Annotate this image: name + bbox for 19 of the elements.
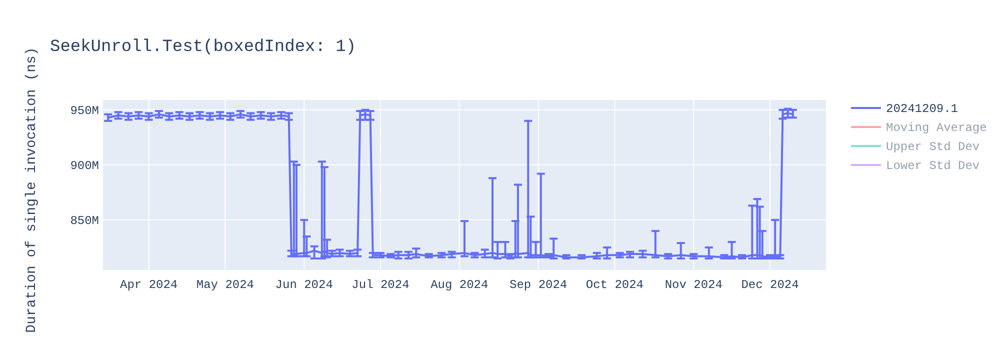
x-tick-label: Jun 2024 bbox=[275, 278, 333, 292]
legend-label: 20241209.1 bbox=[886, 102, 958, 116]
chart-title: SeekUnroll.Test(boxedIndex: 1) bbox=[50, 38, 356, 57]
x-tick-label: Nov 2024 bbox=[664, 278, 722, 292]
x-tick-label: Oct 2024 bbox=[586, 278, 644, 292]
x-tick-label: Sep 2024 bbox=[510, 278, 568, 292]
legend-label: Lower Std Dev bbox=[886, 159, 980, 173]
line-series bbox=[107, 112, 794, 260]
y-tick-label: 850M bbox=[70, 214, 99, 228]
x-tick-label: Dec 2024 bbox=[741, 278, 799, 292]
legend-label: Moving Average bbox=[886, 121, 987, 135]
x-tick-label: Jul 2024 bbox=[352, 278, 410, 292]
x-tick-label: Aug 2024 bbox=[430, 278, 488, 292]
x-tick-label: May 2024 bbox=[196, 278, 254, 292]
y-axis-title: Duration of single invocation (ns) bbox=[24, 47, 40, 333]
y-tick-label: 950M bbox=[70, 104, 99, 118]
y-tick-label: 900M bbox=[70, 158, 99, 173]
legend-label: Upper Std Dev bbox=[886, 140, 980, 154]
x-tick-label: Apr 2024 bbox=[120, 278, 178, 292]
